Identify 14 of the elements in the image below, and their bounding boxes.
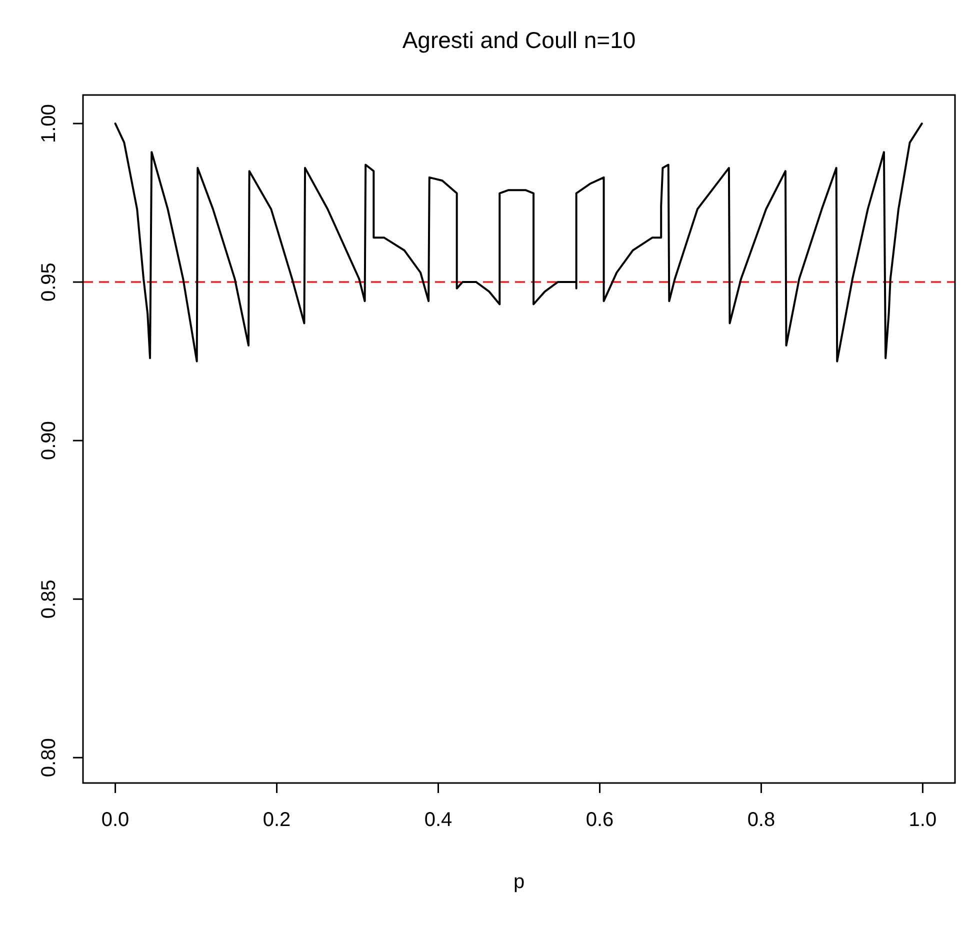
y-tick-label: 0.90 <box>38 421 60 460</box>
x-tick-label: 0.0 <box>101 809 130 831</box>
line-series <box>114 122 923 362</box>
chart-title: Agresti and Coull n=10 <box>402 27 636 53</box>
x-axis-title: p <box>513 871 525 893</box>
y-tick-label: 0.85 <box>38 580 60 619</box>
x-tick-label: 0.6 <box>586 809 614 831</box>
x-tick-label: 0.4 <box>424 809 452 831</box>
y-tick-label: 0.95 <box>38 262 60 302</box>
y-tick-label: 1.00 <box>38 104 60 144</box>
x-tick-label: 1.0 <box>908 809 937 831</box>
x-tick-label: 0.8 <box>747 809 776 831</box>
y-tick-label: 0.80 <box>38 738 60 778</box>
x-tick-label: 0.2 <box>262 809 291 831</box>
